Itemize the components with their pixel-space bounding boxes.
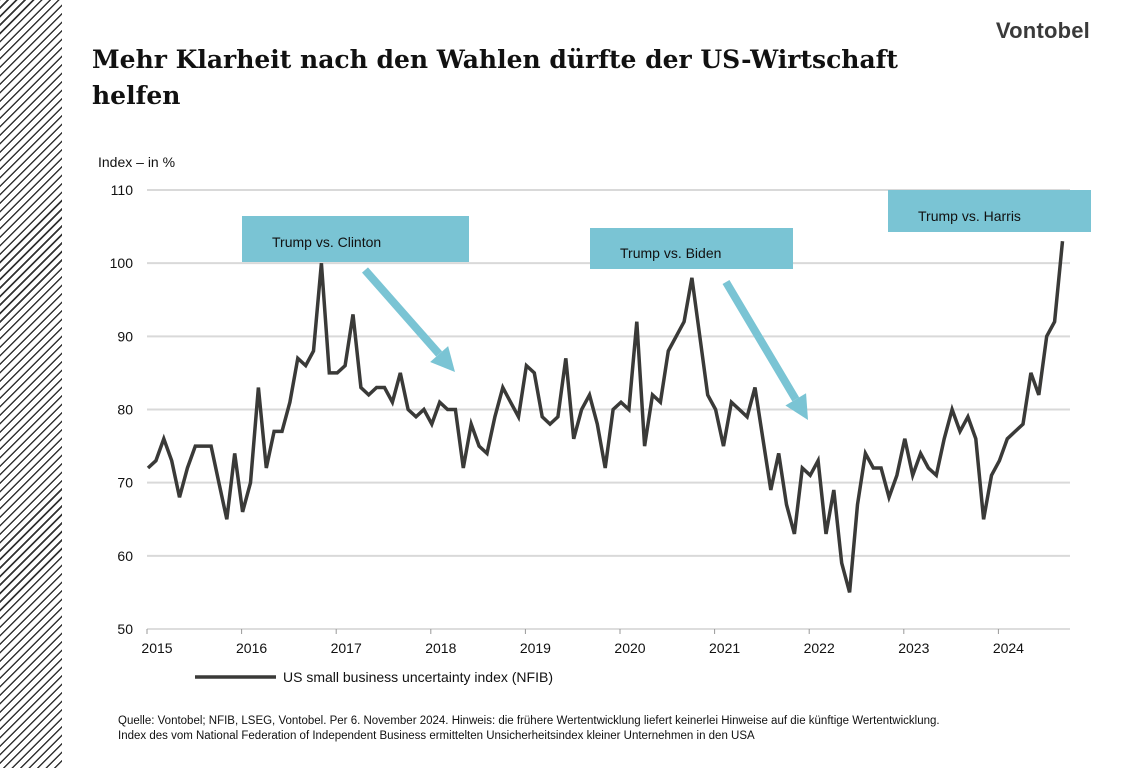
- y-tick-label: 90: [117, 328, 133, 344]
- x-tick-label: 2019: [520, 640, 551, 656]
- footnote: Quelle: Vontobel; NFIB, LSEG, Vontobel. …: [118, 714, 940, 744]
- footnote-description: Index des vom National Federation of Ind…: [118, 730, 755, 742]
- x-tick-label: 2021: [709, 640, 740, 656]
- annotation-arrow-shaft: [362, 267, 443, 357]
- annotation-box: [888, 190, 1091, 232]
- x-tick-label: 2018: [425, 640, 456, 656]
- y-tick-label: 80: [117, 402, 133, 418]
- series-line: [146, 241, 1065, 593]
- y-tick-label: 110: [111, 182, 134, 198]
- y-tick-label: 70: [117, 475, 133, 491]
- y-axis-label: Index – in %: [98, 154, 175, 170]
- x-tick-label: 2020: [614, 640, 645, 656]
- vontobel-logo: Vontobel: [995, 18, 1090, 43]
- annotation-box: [590, 228, 793, 269]
- y-tick-label: 50: [117, 621, 133, 637]
- x-tick-label: 2024: [993, 640, 1024, 656]
- footnote-source: Quelle: Vontobel; NFIB, LSEG, Vontobel. …: [118, 715, 940, 727]
- annotation-label: Trump vs. Biden: [620, 245, 721, 261]
- x-tick-label: 2017: [331, 640, 362, 656]
- annotation-arrow-head: [785, 393, 808, 420]
- annotation-label: Trump vs. Harris: [918, 208, 1021, 224]
- y-tick-label: 100: [110, 255, 134, 271]
- x-tick-label: 2016: [236, 640, 267, 656]
- annotation-arrow-shaft: [722, 279, 800, 402]
- annotation-arrow-head: [430, 346, 455, 372]
- x-tick-label: 2022: [804, 640, 835, 656]
- legend-label: US small business uncertainty index (NFI…: [283, 669, 553, 685]
- x-tick-label: 2023: [898, 640, 929, 656]
- hatched-border-decoration: [0, 0, 62, 768]
- annotation-label: Trump vs. Clinton: [272, 234, 381, 250]
- annotation-box: [242, 216, 469, 262]
- y-tick-label: 60: [117, 548, 133, 564]
- chart-title: Mehr Klarheit nach den Wahlen dürfte der…: [92, 45, 898, 110]
- x-tick-label: 2015: [141, 640, 172, 656]
